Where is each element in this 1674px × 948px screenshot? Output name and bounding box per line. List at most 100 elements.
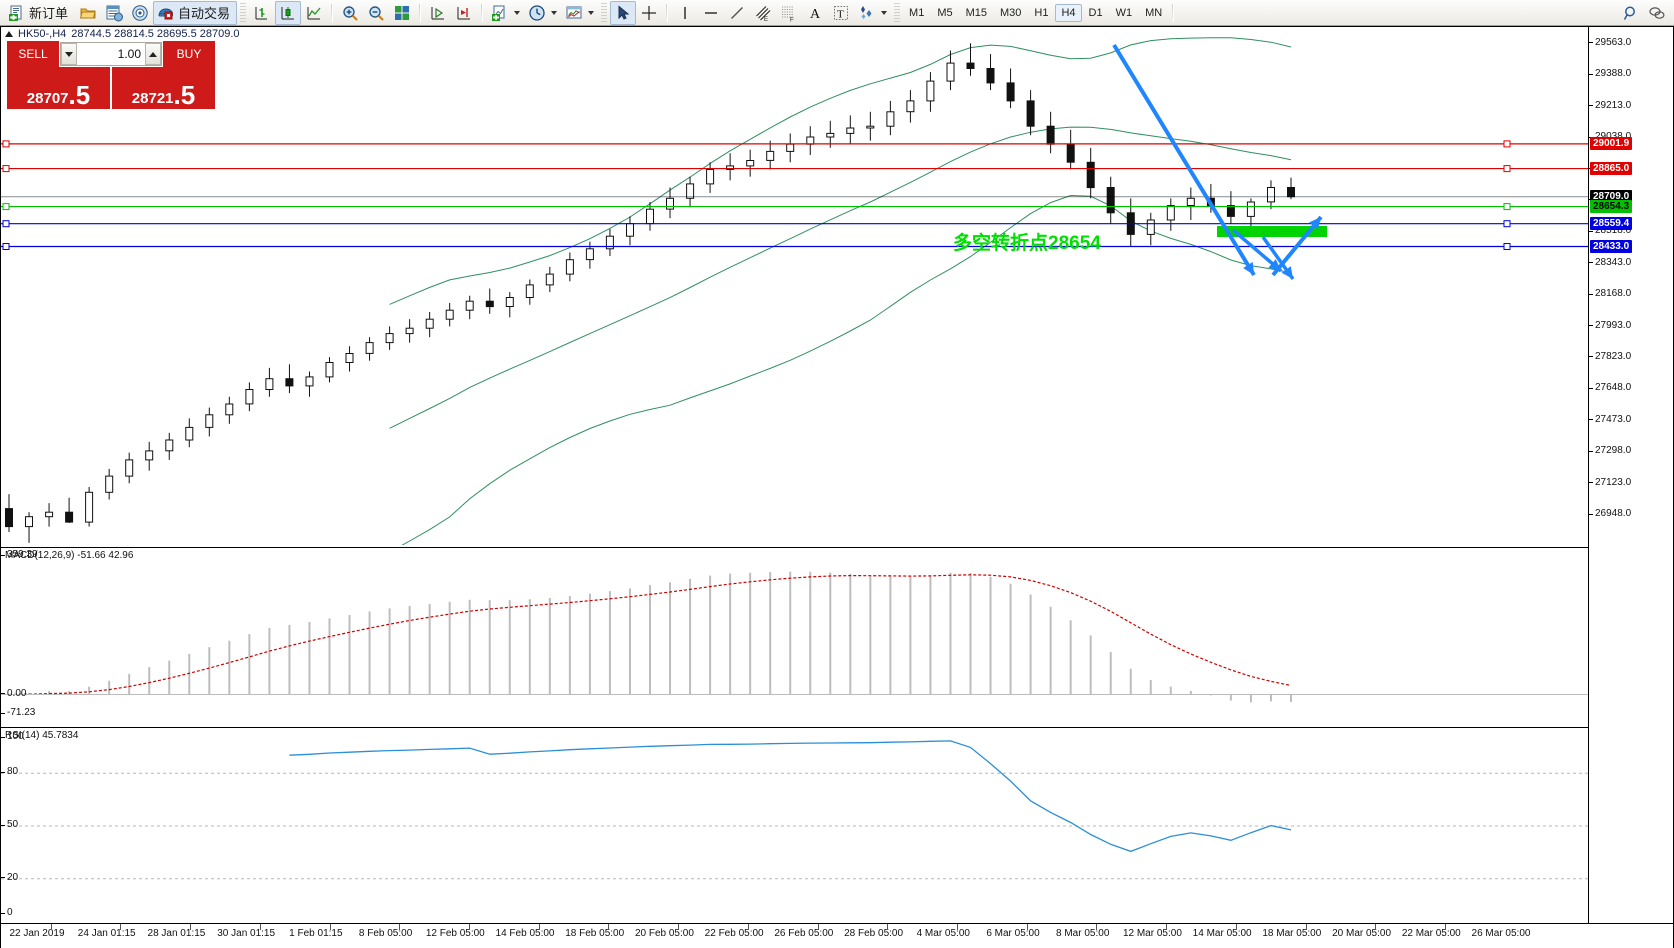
price-level-support[interactable]: [1, 243, 1591, 250]
macd-pane[interactable]: MACD(12,26,9) -51.66 42.96: [1, 547, 1673, 726]
timeframe-m30[interactable]: M30: [1000, 6, 1022, 19]
timeframe-m1[interactable]: M1: [909, 6, 925, 19]
text-label-button[interactable]: T: [828, 1, 854, 25]
trendline-icon: [728, 4, 746, 22]
one-click-trading-panel[interactable]: SELL 1.00 BUY 28707 .5 28721 .5: [7, 41, 215, 109]
time-axis-separator: [817, 924, 819, 930]
trendline-button[interactable]: [724, 1, 750, 25]
new-order-label: 新订单: [29, 6, 69, 21]
toolbar-grip-2[interactable]: [601, 2, 608, 23]
price-axis-tick: 28168.0: [1589, 288, 1631, 299]
symbol-info-line: HK50-,H4 28744.5 28814.5 28695.5 28709.0: [5, 28, 240, 40]
new-order-button[interactable]: 新订单: [4, 1, 75, 25]
sell-price-button[interactable]: 28707 .5: [7, 67, 110, 109]
tile-windows-button[interactable]: [389, 1, 415, 25]
timeframe-h1[interactable]: H1: [1034, 6, 1049, 19]
cursor-button[interactable]: [610, 0, 637, 25]
trend-arrow[interactable]: [1271, 215, 1323, 277]
annotation-layer[interactable]: 多空转折点28654: [1, 27, 1591, 545]
pivot-zone-highlight[interactable]: [1217, 226, 1327, 237]
period-dropdown-arrow[interactable]: [551, 10, 558, 15]
equidistant-channel-button[interactable]: E: [750, 1, 776, 25]
rsi-axis-tick: 100: [1, 731, 91, 742]
volume-stepper[interactable]: 1.00: [60, 42, 162, 66]
chevron-up-icon: [149, 51, 157, 57]
price-pane[interactable]: 多空转折点28654: [1, 27, 1673, 545]
toolbar-separator-4: [666, 3, 669, 22]
indicators-button[interactable]: [487, 1, 524, 25]
templates-button[interactable]: [561, 1, 598, 25]
price-level-resistance[interactable]: [1, 140, 1591, 148]
toolbar-separator-2: [419, 3, 422, 22]
trend-arrow[interactable]: [1261, 235, 1295, 281]
time-axis-separator: [1445, 924, 1446, 930]
shapes-dropdown-arrow[interactable]: [881, 10, 888, 15]
vertical-line-button[interactable]: [672, 1, 698, 25]
toolbar-separator-5: [1172, 3, 1175, 22]
price-axis[interactable]: 29563.029388.029213.029038.028863.028693…: [1588, 27, 1673, 923]
timeframe-m5[interactable]: M5: [937, 6, 953, 19]
time-axis[interactable]: 22 Jan 2019 24 Jan 01:15 28 Jan 01:15 30 Ja…: [1, 923, 1673, 948]
fibo-button[interactable]: F: [776, 1, 802, 25]
rsi-pane[interactable]: RSI(14) 45.7834: [1, 727, 1673, 924]
price-level-chip-pivot[interactable]: 28654.3: [1590, 199, 1633, 213]
volume-input[interactable]: 1.00: [77, 43, 145, 65]
folder-button[interactable]: [75, 1, 101, 25]
price-level-chip-support[interactable]: 28433.0: [1590, 239, 1633, 253]
price-level-chip-support[interactable]: 28559.4: [1590, 216, 1633, 230]
text-button[interactable]: A: [802, 1, 828, 25]
navigator-button[interactable]: [127, 1, 153, 25]
volume-increase-button[interactable]: [145, 43, 161, 65]
time-axis-tick: 14 Mar 05:00: [1192, 928, 1252, 939]
data-window-button[interactable]: [101, 1, 127, 25]
oct-controls-row: SELL 1.00 BUY: [7, 41, 215, 67]
timeframe-w1[interactable]: W1: [1115, 6, 1133, 19]
auto-trading-button[interactable]: 自动交易: [153, 0, 238, 25]
time-axis-tick: 20 Mar 05:00: [1332, 928, 1392, 939]
sell-price-decimal: .5: [68, 79, 91, 110]
timeframe-h4[interactable]: H4: [1055, 3, 1082, 22]
bar-chart-button[interactable]: [249, 1, 275, 25]
chart-menu-triangle-icon[interactable]: [5, 31, 13, 37]
shapes-button[interactable]: [854, 1, 891, 25]
horizontal-line-button[interactable]: [698, 1, 724, 25]
timeframe-group: M1 M5 M15 M30 H1 H4 D1 W1 MN: [903, 3, 1168, 22]
trend-arrow[interactable]: [1112, 43, 1256, 277]
chart-window[interactable]: HK50-,H4 28744.5 28814.5 28695.5 28709.0…: [0, 26, 1674, 948]
time-axis-tick: 8 Feb 05:00: [358, 928, 413, 939]
volume-decrease-button[interactable]: [61, 43, 77, 65]
buy-price-button[interactable]: 28721 .5: [112, 67, 215, 109]
candlestick-button[interactable]: [275, 0, 302, 25]
zoom-in-button[interactable]: [337, 1, 363, 25]
timeframe-m15[interactable]: M15: [965, 6, 987, 19]
timeframe-mn[interactable]: MN: [1145, 6, 1163, 19]
price-level-chip-last[interactable]: 28709.0: [1590, 189, 1633, 203]
scroll-auto-icon: [429, 4, 447, 22]
templates-dropdown-arrow[interactable]: [588, 10, 595, 15]
price-level-chip-resistance[interactable]: 29001.9: [1590, 136, 1633, 150]
macd-label: MACD(12,26,9) -51.66 42.96: [5, 550, 134, 561]
price-level-chip-resistance[interactable]: 28865.0: [1590, 161, 1633, 175]
crosshair-button[interactable]: [636, 1, 662, 25]
search-button[interactable]: [1618, 1, 1644, 25]
sell-button[interactable]: SELL: [7, 41, 59, 67]
buy-button[interactable]: BUY: [163, 41, 215, 67]
line-chart-button[interactable]: [301, 1, 327, 25]
time-axis-tick: 1 Feb 01:15: [289, 928, 343, 939]
zoom-out-button[interactable]: [363, 1, 389, 25]
timeframe-d1[interactable]: D1: [1088, 6, 1103, 19]
toolbar-grip-3[interactable]: [894, 2, 901, 23]
auto-scroll-button[interactable]: [425, 1, 451, 25]
svg-text:A: A: [810, 7, 821, 22]
annotation-text[interactable]: 多空转折点28654: [953, 231, 1101, 254]
templates-icon: [565, 4, 583, 22]
toolbar-grip-1[interactable]: [240, 2, 247, 23]
price-level-support[interactable]: [1, 220, 1591, 228]
price-level-pivot[interactable]: [1, 203, 1591, 211]
chat-button[interactable]: [1644, 1, 1670, 25]
indicators-dropdown-arrow[interactable]: [514, 10, 521, 15]
chart-shift-button[interactable]: [451, 1, 477, 25]
period-button[interactable]: [524, 1, 561, 25]
price-level-resistance[interactable]: [1, 165, 1591, 173]
equidistant-channel-icon: E: [754, 4, 772, 23]
